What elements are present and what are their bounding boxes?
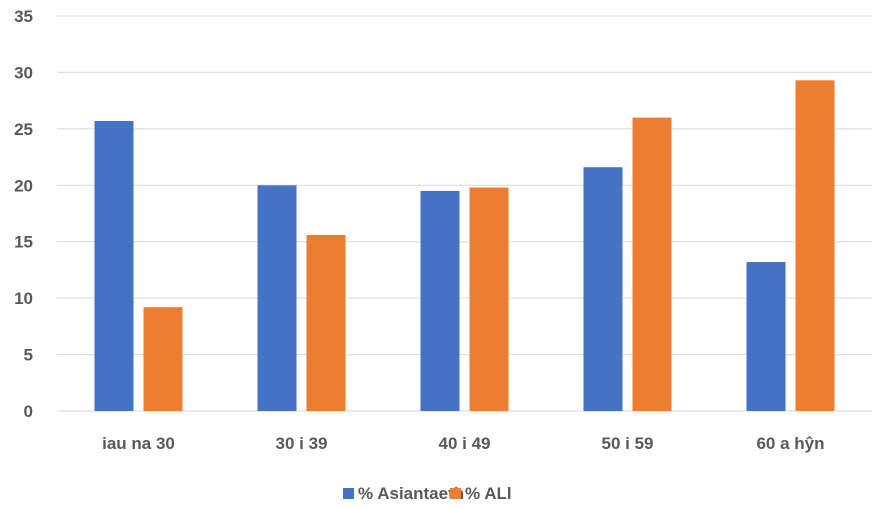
bar-all-40-i-49 [469, 187, 509, 411]
y-tick-label-30: 30 [14, 63, 33, 82]
legend-swatch-asiantaeth [343, 488, 354, 499]
legend-label-all: % ALl [465, 484, 512, 503]
bar-asiantaeth-iau-na-30 [94, 120, 134, 411]
bar-asiantaeth-60-a-h-n [746, 262, 786, 411]
y-tick-label-0: 0 [24, 402, 33, 421]
legend-label-asiantaeth: % Asiantaeth [358, 484, 464, 503]
bars [94, 80, 835, 412]
bar-all-iau-na-30 [143, 307, 183, 411]
y-tick-label-25: 25 [14, 120, 33, 139]
x-tick-label-iau-na-30: iau na 30 [102, 434, 175, 453]
gridlines [57, 15, 872, 412]
legend-swatch-all [450, 488, 461, 499]
x-tick-label-50-i-59: 50 i 59 [602, 434, 654, 453]
bar-asiantaeth-50-i-59 [583, 167, 623, 411]
y-tick-label-15: 15 [14, 233, 33, 252]
bar-asiantaeth-40-i-49 [420, 190, 460, 411]
x-tick-label-40-i-49: 40 i 49 [439, 434, 491, 453]
y-tick-label-35: 35 [14, 7, 33, 26]
bar-all-50-i-59 [632, 117, 672, 412]
bar-asiantaeth-30-i-39 [257, 185, 297, 411]
y-tick-label-5: 5 [24, 346, 33, 365]
x-tick-label-30-i-39: 30 i 39 [276, 434, 328, 453]
bar-all-30-i-39 [306, 234, 346, 411]
legend: % Asiantaeth% ALl [343, 484, 512, 503]
y-tick-label-20: 20 [14, 176, 33, 195]
y-axis-ticks: 0 5 10 15 20 25 30 35 [14, 7, 33, 421]
y-tick-label-10: 10 [14, 289, 33, 308]
bar-all-60-a-h-n [795, 80, 835, 411]
x-tick-label-60-a-h-n: 60 a hŷn [756, 434, 824, 453]
x-axis-ticks: iau na 30 30 i 39 40 i 49 50 i 59 60 a hŷn [102, 434, 824, 453]
